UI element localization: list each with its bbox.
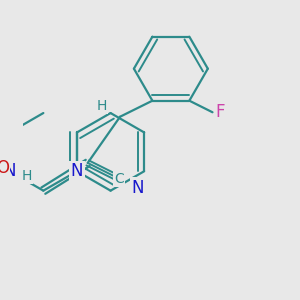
Text: O: O <box>0 159 9 177</box>
Text: N: N <box>131 179 143 197</box>
Text: N: N <box>4 162 16 180</box>
Text: H: H <box>96 99 107 112</box>
Text: C: C <box>114 172 124 186</box>
Text: N: N <box>71 162 83 180</box>
Text: H: H <box>21 169 32 183</box>
Text: F: F <box>215 103 225 121</box>
